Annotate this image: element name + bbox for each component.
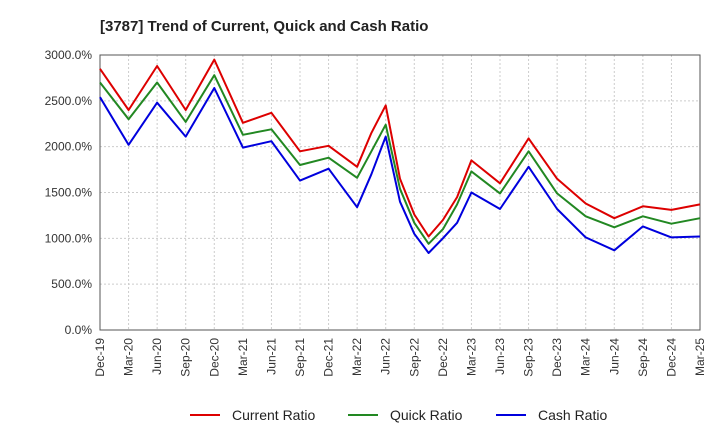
x-tick-label: Mar-23 bbox=[464, 338, 478, 376]
x-tick-label: Jun-22 bbox=[379, 338, 393, 375]
x-tick-label: Dec-21 bbox=[322, 338, 336, 377]
x-tick-label: Jun-23 bbox=[493, 338, 507, 375]
x-tick-label: Jun-21 bbox=[264, 338, 278, 375]
x-tick-label: Mar-22 bbox=[350, 338, 364, 376]
y-tick-label: 1000.0% bbox=[45, 231, 93, 245]
x-tick-label: Sep-22 bbox=[407, 338, 421, 377]
legend-label: Current Ratio bbox=[232, 407, 315, 423]
x-tick-label: Mar-21 bbox=[236, 338, 250, 376]
x-tick-label: Sep-20 bbox=[179, 338, 193, 377]
series-line-quick-ratio bbox=[99, 74, 701, 245]
x-tick-label: Mar-25 bbox=[693, 338, 707, 376]
legend: Current Ratio Quick Ratio Cash Ratio bbox=[190, 407, 607, 423]
x-tick-label: Jun-20 bbox=[150, 338, 164, 375]
chart-title: [3787] Trend of Current, Quick and Cash … bbox=[100, 18, 428, 35]
x-tick-label: Dec-24 bbox=[664, 338, 678, 377]
x-tick-label: Sep-24 bbox=[636, 338, 650, 377]
x-tick-label: Dec-22 bbox=[436, 338, 450, 377]
x-tick-label: Dec-20 bbox=[207, 338, 221, 377]
series-line-cash-ratio bbox=[99, 87, 701, 254]
plot-area-border bbox=[99, 54, 701, 331]
x-tick-label: Sep-21 bbox=[293, 338, 307, 377]
legend-label: Quick Ratio bbox=[390, 407, 463, 423]
series-line-current-ratio bbox=[99, 58, 701, 238]
y-tick-label: 500.0% bbox=[51, 277, 92, 291]
legend-label: Cash Ratio bbox=[538, 407, 607, 423]
x-tick-label: Dec-19 bbox=[93, 338, 107, 377]
y-tick-label: 2500.0% bbox=[45, 94, 93, 108]
y-tick-label: 1500.0% bbox=[45, 186, 93, 200]
y-tick-label: 0.0% bbox=[65, 323, 93, 337]
x-tick-label: Mar-20 bbox=[122, 338, 136, 376]
x-tick-label: Mar-24 bbox=[579, 338, 593, 376]
y-tick-label: 3000.0% bbox=[45, 48, 93, 62]
grid-layer bbox=[99, 54, 701, 331]
x-tick-label: Sep-23 bbox=[522, 338, 536, 377]
x-tick-label: Dec-23 bbox=[550, 338, 564, 377]
axis-layer: 0.0% 500.0% 1000.0% 1500.0% 2000.0% 2500.0% 30… bbox=[45, 48, 707, 377]
y-tick-label: 2000.0% bbox=[45, 140, 93, 154]
x-tick-label: Jun-24 bbox=[607, 338, 621, 375]
series-layer bbox=[99, 58, 701, 254]
